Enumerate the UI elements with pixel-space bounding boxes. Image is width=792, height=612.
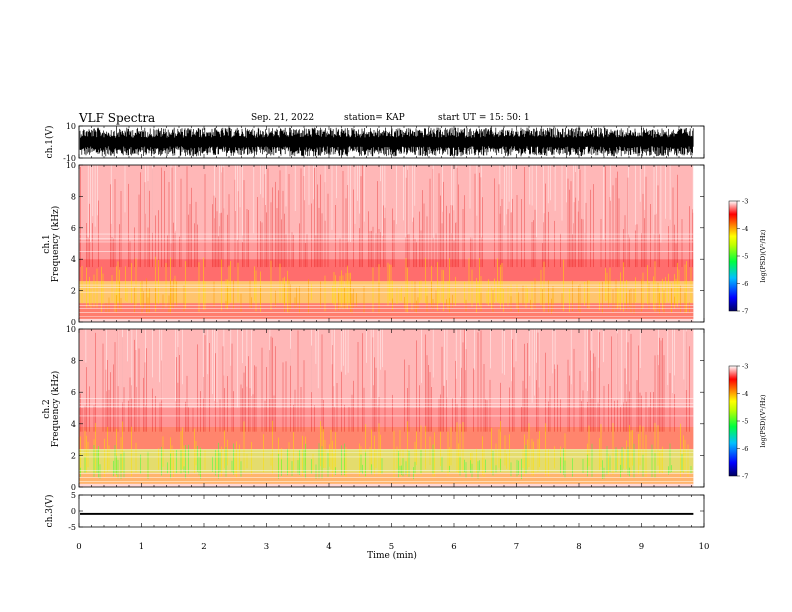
chart-title: VLF Spectra bbox=[79, 111, 156, 125]
x-tick-7: 7 bbox=[514, 542, 519, 552]
ch1-spectrogram-ytick-6: 6 bbox=[71, 224, 76, 233]
ch2-colorbar-label: log(PSD)(V²/Hz) bbox=[759, 394, 767, 447]
x-tick-9: 9 bbox=[639, 542, 644, 552]
start-time-label: start UT = 15: 50: 1 bbox=[438, 113, 530, 123]
ch2-spectrogram-ytick-4: 4 bbox=[71, 420, 76, 429]
ch1-colorbar: -3 -4 -5 -6 -7 log(PSD)(V²/Hz) bbox=[728, 198, 767, 316]
ch1-spectrogram-panel: 0 2 4 6 8 10 bbox=[66, 161, 705, 327]
ch1-spectrogram-ytick-4: 4 bbox=[71, 255, 76, 264]
ch2-spectrogram-ytick-8: 8 bbox=[71, 357, 76, 366]
ch1-spectrogram-cbtick-neg7: -7 bbox=[742, 308, 748, 316]
ch1-waveform-ytick-neg10: -10 bbox=[63, 154, 76, 163]
ch1-ylabel: ch.1(V) bbox=[44, 126, 55, 159]
ch1-spectrogram-ytick-2: 2 bbox=[71, 287, 76, 296]
station-label: station= KAP bbox=[344, 113, 405, 123]
x-tick-1: 1 bbox=[139, 542, 144, 552]
ch2-spectrogram-panel: 0 2 4 6 8 10 bbox=[66, 325, 705, 492]
ch1-spectrogram-ytick-10: 10 bbox=[66, 161, 76, 170]
x-tick-8: 8 bbox=[576, 542, 581, 552]
ch1-spec-ylabel: Frequency (kHz) bbox=[50, 206, 61, 283]
x-tick-4: 4 bbox=[326, 542, 331, 552]
ch1-spectrogram-cbtick-neg5: -5 bbox=[742, 253, 748, 261]
ch2-colorbar: -3 -4 -5 -6 -7 log(PSD)(V²/Hz) bbox=[728, 363, 767, 481]
ch1-colorbar-label: log(PSD)(V²/Hz) bbox=[759, 229, 767, 282]
ch3-ylabel: ch.3(V) bbox=[44, 495, 55, 528]
x-axis: 0 1 2 3 4 5 6 7 8 9 10 bbox=[76, 542, 709, 552]
ch1-waveform-panel: 10 -10 bbox=[63, 122, 705, 163]
ch2-spectrogram-cbtick-neg3: -3 bbox=[742, 363, 748, 371]
ch2-spectrogram-image bbox=[78, 329, 694, 487]
ch2-spec-channel-label: ch.2 bbox=[42, 399, 52, 418]
ch1-spectrogram-cbtick-neg4: -4 bbox=[742, 225, 748, 233]
ch3-waveform-panel: 5 0 -5 bbox=[68, 491, 705, 532]
ch3-waveform-ytick-5: 5 bbox=[71, 491, 76, 500]
x-tick-2: 2 bbox=[201, 542, 206, 552]
x-axis-label: Time (min) bbox=[367, 550, 417, 561]
x-tick-3: 3 bbox=[264, 542, 269, 552]
date-label: Sep. 21, 2022 bbox=[251, 113, 315, 123]
ch2-spectrogram-cbtick-neg5: -5 bbox=[742, 418, 748, 426]
ch1-spectrogram-cbtick-neg3: -3 bbox=[742, 198, 748, 206]
ch1-waveform-trace bbox=[79, 127, 694, 157]
ch3-waveform-frame bbox=[78, 494, 705, 528]
ch3-waveform-trace bbox=[80, 512, 694, 515]
ch2-spec-ylabel: Frequency (kHz) bbox=[50, 371, 61, 448]
ch2-spectrogram-ytick-2: 2 bbox=[71, 451, 76, 460]
ch1-spectrogram-cbtick-neg6: -6 bbox=[742, 280, 748, 288]
ch2-spectrogram-cbtick-neg7: -7 bbox=[742, 473, 748, 481]
ch2-spectrogram-cbtick-neg6: -6 bbox=[742, 445, 748, 453]
ch2-spectrogram-ytick-0: 0 bbox=[71, 483, 76, 492]
ch1-spec-channel-label: ch.1 bbox=[42, 234, 52, 253]
ch1-waveform-ytick-10: 10 bbox=[66, 122, 76, 131]
ch2-spectrogram-cbtick-neg4: -4 bbox=[742, 390, 748, 398]
ch2-spectrogram-ytick-10: 10 bbox=[66, 325, 76, 334]
ch1-spectrogram-image bbox=[79, 165, 694, 322]
ch3-waveform-ytick-neg5: -5 bbox=[68, 523, 76, 532]
ch1-spectrogram-ytick-8: 8 bbox=[71, 192, 76, 201]
x-tick-10: 10 bbox=[699, 542, 710, 552]
x-tick-6: 6 bbox=[451, 542, 456, 552]
x-tick-0: 0 bbox=[76, 542, 81, 552]
ch2-spectrogram-ytick-6: 6 bbox=[71, 388, 76, 397]
x-tick-5: 5 bbox=[389, 542, 394, 552]
ch1-spectrogram-ytick-0: 0 bbox=[71, 318, 76, 327]
ch3-waveform-ytick-0: 0 bbox=[71, 507, 76, 516]
